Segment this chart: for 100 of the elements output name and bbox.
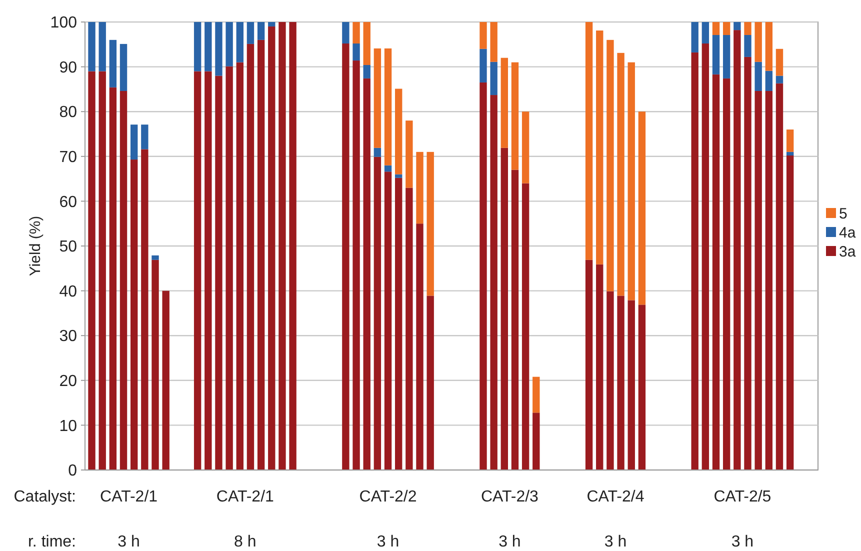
bar [776, 48, 784, 76]
bar [426, 296, 434, 470]
bar [395, 178, 402, 470]
bar [596, 30, 604, 264]
bar [215, 22, 222, 76]
bar [226, 66, 233, 470]
y-axis-title: Yield (%) [27, 216, 44, 276]
bar [98, 22, 106, 72]
bar [754, 90, 762, 470]
y-tick-label: 90 [59, 59, 78, 76]
bar [426, 152, 434, 296]
bar [130, 160, 138, 470]
text: CAT-2/4 [586, 488, 644, 506]
bar [596, 264, 604, 470]
bar [236, 62, 244, 470]
bar [278, 22, 286, 470]
text: CAT-2/1 [216, 488, 274, 506]
text: 3 h [604, 534, 627, 551]
y-tick-label: 40 [59, 283, 78, 300]
bar [628, 300, 635, 470]
bar [352, 22, 360, 44]
bar [511, 170, 519, 470]
bar [480, 48, 487, 82]
y-tick-label: 30 [59, 328, 78, 346]
bar [226, 22, 233, 66]
bar [152, 255, 159, 260]
bar [352, 44, 360, 61]
text: 3 h [731, 534, 754, 551]
bar [480, 82, 487, 470]
bar [585, 260, 593, 470]
bar [384, 165, 392, 172]
legend-label: 5 [839, 205, 848, 222]
bar [702, 44, 710, 470]
bar [120, 90, 128, 470]
bar [776, 76, 784, 84]
bar [638, 112, 646, 305]
bar [722, 78, 730, 470]
bar [141, 149, 148, 470]
bar [352, 60, 360, 470]
bar [257, 40, 265, 470]
text: CAT-2/3 [480, 488, 539, 506]
bar [617, 296, 624, 470]
bar [194, 71, 202, 470]
bar [628, 62, 635, 300]
y-tick-label: 80 [59, 104, 78, 122]
legend-label: 3a [839, 243, 856, 260]
y-tick-label: 20 [59, 373, 78, 390]
bar [744, 34, 752, 57]
bar [88, 71, 96, 470]
bar [765, 22, 773, 71]
bar [384, 48, 392, 166]
y-tick-label: 50 [59, 238, 78, 256]
text: CAT-2/5 [714, 488, 772, 506]
bar [511, 62, 519, 170]
bar [289, 22, 296, 470]
bar [585, 22, 593, 260]
bar [712, 74, 720, 470]
bar [152, 260, 159, 470]
bar [406, 120, 413, 188]
bar [204, 71, 212, 470]
bar [257, 22, 265, 40]
bar [215, 76, 222, 470]
text: 3 h [376, 534, 400, 551]
bar [786, 156, 794, 470]
bar [395, 174, 402, 178]
bar [490, 22, 498, 62]
bar [744, 56, 752, 470]
bar [268, 26, 276, 470]
bar [246, 44, 254, 470]
bar [522, 183, 530, 470]
bar [702, 22, 710, 44]
bar [98, 71, 106, 470]
y-tick-label: 10 [59, 418, 78, 435]
text: CAT-2/1 [100, 488, 158, 506]
bar [395, 88, 402, 174]
bar [363, 78, 370, 470]
bar [722, 34, 730, 78]
bar [88, 22, 96, 72]
bar [109, 40, 117, 88]
bar [744, 22, 752, 35]
bar [374, 148, 382, 157]
bar [691, 52, 698, 470]
y-tick-label: 70 [59, 149, 78, 166]
bar [490, 62, 498, 96]
y-tick-label: 0 [68, 462, 78, 480]
bar [617, 52, 624, 296]
bar [363, 65, 370, 78]
bar [786, 152, 794, 156]
bar [786, 130, 794, 152]
bar [722, 22, 730, 35]
bar [754, 22, 762, 62]
bar [754, 62, 762, 91]
bar [500, 58, 508, 148]
bar [109, 87, 117, 470]
bar [638, 304, 646, 470]
bar [765, 90, 773, 470]
bar [162, 290, 170, 470]
bar [374, 156, 382, 470]
legend-label: 4a [839, 224, 856, 242]
bar [765, 70, 773, 91]
